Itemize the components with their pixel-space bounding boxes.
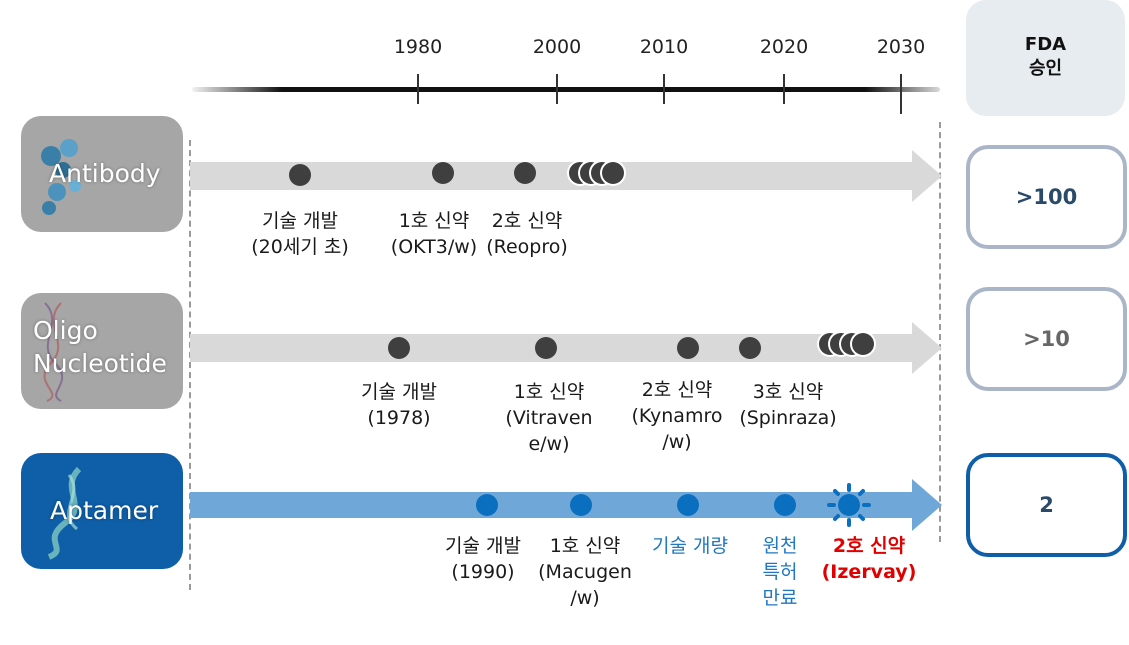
event-dot (432, 162, 454, 184)
event-label: 2호 신약 (Kynamro/w) (631, 379, 723, 453)
antibody-molecule-icon (41, 139, 81, 215)
event-label: 1호 신약 (Macugen/w) (538, 535, 632, 609)
event-dot (570, 494, 592, 516)
event-dot (535, 337, 557, 359)
event-label: 3호 신약 (Spinraza) (739, 381, 837, 429)
event-dot (739, 337, 761, 359)
timeline-axis (192, 87, 940, 92)
starburst-icon (827, 483, 871, 527)
row-label: Aptamer (50, 496, 159, 525)
axis-tick (783, 74, 785, 104)
event-label: 기술 개발 (1978) (361, 381, 437, 429)
event-dot (677, 337, 699, 359)
event-dot (602, 162, 624, 184)
right-dashed-line (939, 122, 941, 542)
event-label: 기술 개발 (1990) (445, 535, 521, 583)
event-dot (514, 162, 536, 184)
event-label: 1호 신약 (OKT3/w) (390, 210, 478, 258)
antibody-label-box: Antibody (21, 116, 183, 232)
aptamer-molecule-icon (47, 466, 82, 560)
fda-count-box: >100 (966, 145, 1127, 249)
year-label: 2010 (639, 36, 689, 58)
event-label: 기술 개발 (20세기 초) (251, 210, 349, 258)
event-label: 기술 개량 (652, 535, 728, 557)
left-dashed-line (189, 140, 191, 590)
year-label: 2000 (532, 36, 582, 58)
event-dot (852, 333, 874, 355)
year-label: 1980 (393, 36, 443, 58)
event-label: 원천 특허 만료 (762, 535, 798, 609)
axis-tick (663, 74, 665, 104)
axis-tick (417, 74, 419, 104)
aptamer-label-box: Aptamer (21, 453, 183, 569)
aptamer-arrow (190, 479, 942, 531)
row-label: Oligo Nucleotide (33, 316, 167, 378)
oligo-arrow (190, 322, 942, 374)
row-label: Antibody (49, 159, 161, 188)
event-dot (289, 164, 311, 186)
fda-count-box: >10 (966, 287, 1127, 391)
event-label: 2호 신약 (Reopro) (486, 210, 568, 258)
oligo-label-box: Oligo Nucleotide (21, 293, 183, 409)
dna-strand-icon (43, 302, 63, 402)
event-dot (677, 494, 699, 516)
year-label: 2030 (876, 36, 926, 58)
event-dot (476, 494, 498, 516)
fda-count-box: 2 (966, 453, 1127, 557)
event-dot (388, 337, 410, 359)
axis-tick (556, 74, 558, 104)
event-label: 1호 신약 (Vitraven e/w) (505, 381, 593, 455)
antibody-arrow (190, 150, 942, 202)
event-label: 2호 신약 (Izervay) (821, 535, 917, 583)
year-label: 2020 (759, 36, 809, 58)
event-dot (774, 494, 796, 516)
axis-tick (900, 74, 902, 114)
fda-approval-header: FDA 승인 (966, 0, 1125, 116)
